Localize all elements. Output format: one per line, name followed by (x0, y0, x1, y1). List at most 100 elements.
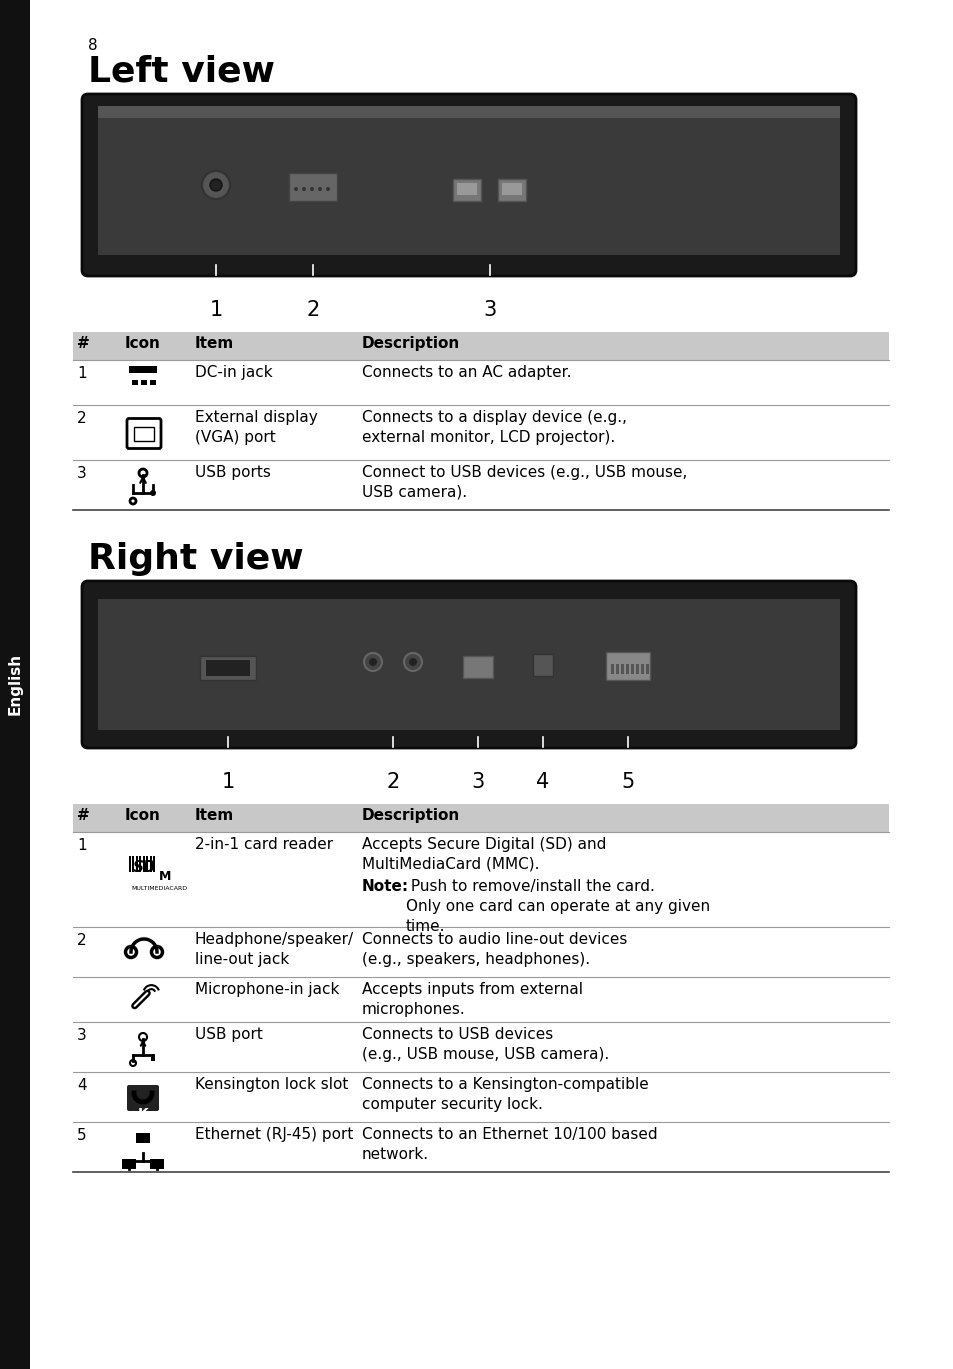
Bar (136, 856, 138, 872)
Text: Headphone/speaker/
line-out jack: Headphone/speaker/ line-out jack (194, 932, 354, 967)
Bar (150, 379, 156, 385)
Text: Connects to a Kensington-compatible
computer security lock.: Connects to a Kensington-compatible comp… (361, 1077, 648, 1112)
Bar (98, 600, 840, 730)
FancyBboxPatch shape (82, 94, 855, 277)
Text: English: English (8, 653, 23, 715)
Text: Right view: Right view (88, 542, 303, 576)
Text: Connects to USB devices
(e.g., USB mouse, USB camera).: Connects to USB devices (e.g., USB mouse… (361, 1027, 609, 1062)
Text: Description: Description (361, 335, 459, 350)
Circle shape (302, 188, 306, 192)
Bar (206, 660, 250, 676)
Text: K: K (138, 1108, 149, 1121)
Text: Connects to an Ethernet 10/100 based
network.: Connects to an Ethernet 10/100 based net… (361, 1127, 657, 1162)
Text: Item: Item (194, 808, 234, 823)
Bar (620, 664, 623, 674)
Text: Note:: Note: (361, 879, 409, 894)
Text: 3: 3 (471, 772, 484, 793)
Text: Icon: Icon (125, 808, 161, 823)
Text: 8: 8 (88, 38, 97, 53)
Text: 3: 3 (483, 300, 497, 320)
Text: 3: 3 (77, 1028, 87, 1043)
Text: Left view: Left view (88, 55, 274, 89)
Text: Kensington lock slot: Kensington lock slot (194, 1077, 348, 1092)
Text: 2: 2 (386, 772, 399, 793)
Text: USB ports: USB ports (194, 465, 271, 481)
Text: Connects to a display device (e.g.,
external monitor, LCD projector).: Connects to a display device (e.g., exte… (361, 409, 626, 445)
Circle shape (364, 653, 381, 671)
Bar (143, 856, 145, 872)
Text: 1: 1 (221, 772, 234, 793)
Bar (129, 366, 157, 372)
Text: MULTIMEDIACARD: MULTIMEDIACARD (131, 886, 187, 890)
Text: Accepts inputs from external
microphones.: Accepts inputs from external microphones… (361, 982, 582, 1017)
FancyBboxPatch shape (82, 580, 855, 747)
Text: Microphone-in jack: Microphone-in jack (194, 982, 339, 997)
Bar (645, 664, 648, 674)
Bar (501, 183, 521, 194)
Text: External display
(VGA) port: External display (VGA) port (194, 409, 317, 445)
Bar (605, 652, 649, 680)
Text: Push to remove/install the card.
Only one card can operate at any given
time.: Push to remove/install the card. Only on… (406, 879, 709, 934)
Bar (616, 664, 618, 674)
Bar (200, 656, 255, 680)
Text: 2: 2 (77, 411, 87, 426)
Bar (533, 654, 553, 676)
Circle shape (317, 188, 322, 192)
Text: USB port: USB port (194, 1027, 263, 1042)
Circle shape (294, 188, 297, 192)
Bar (139, 856, 141, 872)
Bar (150, 856, 152, 872)
Text: Icon: Icon (125, 335, 161, 350)
Text: 3: 3 (77, 465, 87, 481)
Bar (73, 804, 888, 832)
Bar (610, 664, 614, 674)
Text: M: M (159, 869, 172, 883)
Bar (497, 179, 525, 201)
Text: SD: SD (132, 860, 156, 875)
Text: Connect to USB devices (e.g., USB mouse,
USB camera).: Connect to USB devices (e.g., USB mouse,… (361, 465, 687, 500)
Text: 4: 4 (536, 772, 549, 793)
Bar (132, 856, 134, 872)
Circle shape (326, 188, 330, 192)
Text: #: # (77, 808, 90, 823)
Text: DC-in jack: DC-in jack (194, 366, 273, 381)
Bar (136, 1134, 150, 1143)
FancyBboxPatch shape (127, 1086, 159, 1112)
Bar (98, 115, 840, 255)
Text: Ethernet (RJ-45) port: Ethernet (RJ-45) port (194, 1127, 353, 1142)
Circle shape (409, 658, 416, 665)
Bar (0, 0, 30, 1369)
Bar (640, 664, 643, 674)
Text: #: # (77, 335, 90, 350)
Bar (133, 427, 153, 441)
Text: Description: Description (361, 808, 459, 823)
Text: Accepts Secure Digital (SD) and
MultiMediaCard (MMC).: Accepts Secure Digital (SD) and MultiMed… (361, 836, 606, 891)
Text: Connects to audio line-out devices
(e.g., speakers, headphones).: Connects to audio line-out devices (e.g.… (361, 932, 627, 967)
Text: 1: 1 (77, 838, 87, 853)
Circle shape (403, 653, 421, 671)
Bar (453, 179, 480, 201)
Bar (625, 664, 628, 674)
Text: 1: 1 (209, 300, 222, 320)
Bar (153, 856, 155, 872)
Bar (630, 664, 634, 674)
Circle shape (369, 658, 376, 665)
Circle shape (150, 490, 156, 496)
Bar (150, 1160, 164, 1169)
Bar (456, 183, 476, 194)
Text: Item: Item (194, 335, 234, 350)
Bar (129, 856, 131, 872)
Text: 1: 1 (77, 366, 87, 381)
Bar (151, 1057, 154, 1061)
Bar (636, 664, 639, 674)
Bar (462, 656, 493, 678)
Bar (98, 105, 840, 118)
Text: Connects to an AC adapter.: Connects to an AC adapter. (361, 366, 571, 381)
Circle shape (202, 171, 230, 199)
Text: 2-in-1 card reader: 2-in-1 card reader (194, 836, 333, 852)
Text: 2: 2 (77, 934, 87, 947)
Bar (289, 172, 336, 201)
Text: 2: 2 (306, 300, 319, 320)
Bar (141, 379, 147, 385)
Bar (122, 1160, 136, 1169)
